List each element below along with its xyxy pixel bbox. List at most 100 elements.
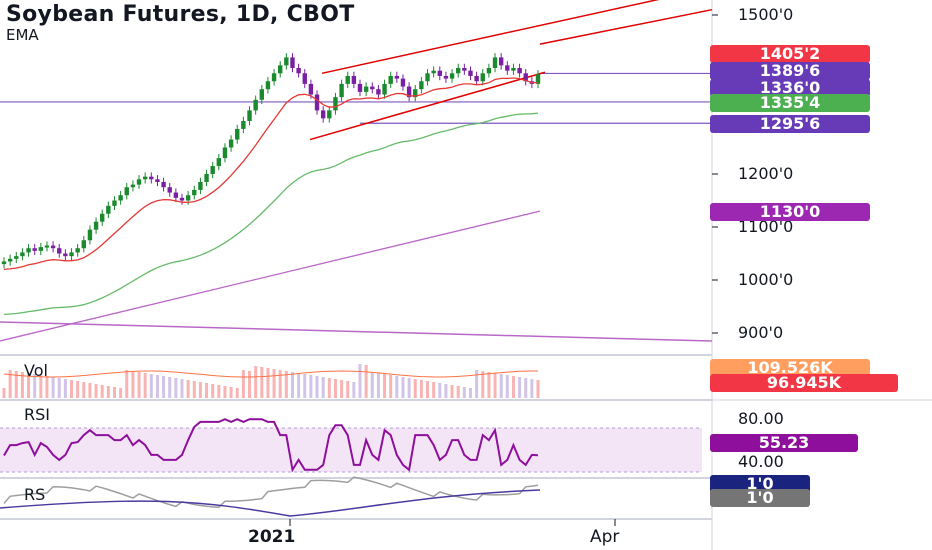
candle-body: [394, 75, 400, 79]
volume-bar: [370, 372, 374, 398]
volume-bar: [57, 378, 61, 398]
volume-bar: [383, 374, 387, 398]
volume-bar: [518, 377, 522, 398]
rs-badge-1: 1'0: [710, 475, 810, 493]
rsi-label[interactable]: RSI: [24, 405, 50, 424]
volume-bar: [432, 382, 436, 398]
volume-bar: [45, 376, 49, 398]
candle-body: [93, 221, 99, 230]
candle-body: [259, 89, 264, 100]
volume-bar: [493, 373, 497, 398]
volume-bar: [125, 370, 129, 398]
candle-body: [357, 83, 363, 92]
candle-body: [100, 213, 105, 222]
volume-bar: [358, 364, 362, 398]
volume-bar: [70, 380, 74, 398]
rsi-tick-80: 80.00: [738, 409, 784, 428]
candle-body: [486, 68, 492, 74]
price-tick-label: 1000'0: [738, 270, 794, 289]
candle-body: [290, 57, 295, 68]
candle-body: [198, 181, 203, 190]
candle-body: [327, 110, 332, 119]
candle-body: [118, 195, 123, 201]
volume-bar: [260, 367, 264, 398]
volume-badge-2: 96.945K: [710, 374, 898, 392]
time-label-2021: 2021: [248, 527, 296, 547]
volume-bar: [352, 382, 356, 398]
candle-body: [462, 68, 467, 71]
volume-bar: [241, 370, 245, 398]
volume-bar: [205, 383, 209, 398]
volume-bar: [76, 381, 80, 398]
candle-body: [32, 248, 37, 251]
price-badge: 1295'6: [710, 115, 870, 133]
volume-bar: [8, 370, 12, 398]
time-label-apr: Apr: [590, 527, 620, 547]
candle-body: [136, 179, 142, 185]
candle-body: [314, 94, 320, 111]
candle-body: [517, 68, 522, 74]
candle-body: [228, 139, 234, 148]
candle-body: [339, 83, 344, 98]
volume-bar: [137, 372, 141, 398]
volume-bar: [481, 371, 485, 398]
volume-bar: [266, 368, 270, 398]
candle-body: [75, 248, 80, 253]
volume-label[interactable]: Vol: [24, 361, 48, 380]
channel-upper: [321, 0, 660, 75]
rsi-line: [3, 418, 539, 473]
candle-body: [265, 81, 271, 90]
price-tick-label: 1500'0: [738, 5, 794, 24]
candle-body: [149, 176, 154, 180]
price-badge: 1389'6: [710, 62, 870, 80]
rs-label[interactable]: RS: [24, 485, 46, 504]
candle-body: [456, 68, 461, 74]
volume-bar: [168, 377, 172, 398]
candle-body: [7, 258, 13, 262]
volume-bar: [155, 375, 159, 398]
volume-bar: [198, 382, 202, 398]
channel-upper-2: [539, 8, 713, 45]
volume-bar: [475, 370, 479, 398]
volume-bar: [27, 373, 31, 398]
volume-bar: [536, 380, 540, 398]
volume-bar: [20, 372, 24, 398]
volume-bar: [254, 366, 258, 398]
indicator-ema-label[interactable]: EMA: [6, 26, 39, 44]
candle-body: [38, 247, 44, 251]
candle-body: [179, 197, 185, 201]
candle-body: [271, 73, 277, 82]
chart-title: Soybean Futures, 1D, CBOT: [6, 2, 355, 27]
candle-body: [492, 57, 498, 68]
candle-body: [81, 240, 86, 249]
channel-lower: [309, 71, 546, 141]
volume-bar: [376, 373, 380, 398]
candle-body: [185, 195, 191, 201]
candle-body: [437, 70, 442, 76]
candle-body: [112, 200, 117, 206]
candle-body: [284, 57, 289, 66]
candle-body: [370, 86, 375, 90]
volume-bar: [217, 385, 221, 398]
candle-body: [505, 65, 510, 71]
volume-bar: [63, 379, 67, 398]
volume-bar: [340, 380, 344, 398]
price-tick-label: 900'0: [738, 323, 784, 342]
candle-body: [253, 99, 258, 111]
volume-bar: [94, 384, 98, 398]
volume-bar: [511, 376, 515, 398]
rsi-badge: 55.23: [710, 434, 858, 452]
volume-bar: [180, 379, 184, 398]
volume-bar: [112, 387, 116, 398]
volume-bar: [505, 375, 509, 398]
rs-average-line: [0, 489, 541, 517]
volume-bar: [450, 385, 454, 398]
volume-bar: [14, 371, 18, 398]
candle-body: [425, 73, 430, 82]
rs-line: [3, 476, 539, 509]
candle-body: [235, 128, 240, 140]
volume-bar: [88, 383, 92, 398]
volume-bar: [290, 372, 294, 398]
volume-bar: [456, 386, 460, 398]
